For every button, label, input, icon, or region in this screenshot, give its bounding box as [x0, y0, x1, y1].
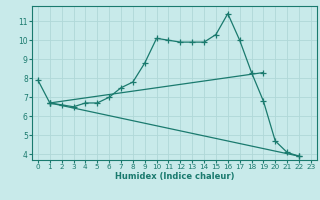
X-axis label: Humidex (Indice chaleur): Humidex (Indice chaleur): [115, 172, 234, 181]
